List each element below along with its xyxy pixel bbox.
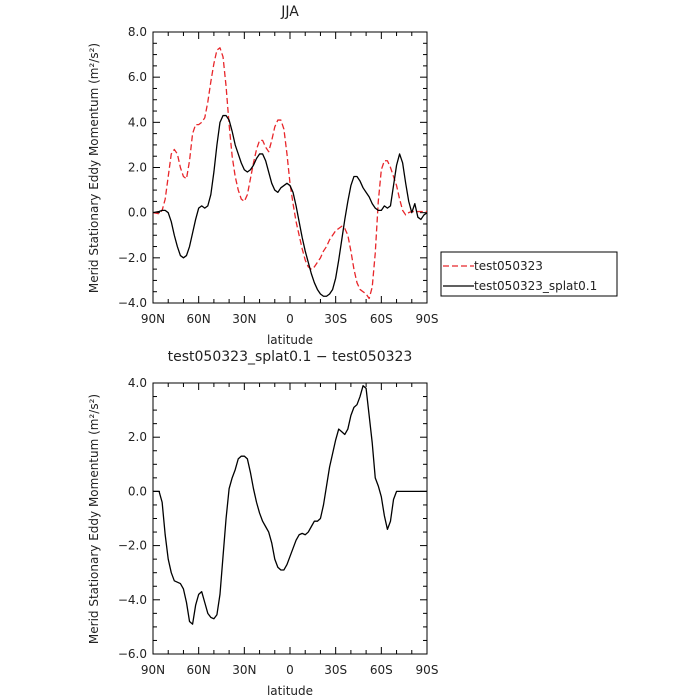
top-x-tick-label: 30N — [232, 312, 256, 326]
top-y-tick-label: 0.0 — [128, 206, 147, 220]
top-y-tick-label: 4.0 — [128, 115, 147, 129]
top-x-tick-label: 60N — [187, 312, 211, 326]
bottom-x-tick-label: 0 — [286, 663, 294, 677]
top-series-line-0 — [152, 47, 427, 300]
bottom-y-tick-label: −4.0 — [118, 593, 147, 607]
bottom-series-line-0 — [153, 385, 427, 625]
top-y-tick-label: −2.0 — [118, 251, 147, 265]
bottom-x-tick-label: 30S — [324, 663, 347, 677]
bottom-y-axis-label: Merid Stationary Eddy Momentum (m²/s²) — [87, 394, 101, 644]
top-y-tick-label: 6.0 — [128, 70, 147, 84]
bottom-y-tick-label: 4.0 — [128, 376, 147, 390]
bottom-y-tick-label: 2.0 — [128, 430, 147, 444]
top-x-tick-label: 90S — [416, 312, 439, 326]
bottom-x-tick-label: 90N — [141, 663, 165, 677]
bottom-x-tick-label: 60N — [187, 663, 211, 677]
legend-label-test050323-splat: test050323_splat0.1 — [474, 279, 597, 293]
bottom-y-tick-label: −6.0 — [118, 647, 147, 661]
bottom-x-tick-label: 90S — [416, 663, 439, 677]
bottom-x-tick-label: 60S — [370, 663, 393, 677]
bottom-chart: test050323_splat0.1 − test050323 90N 60N 3… — [87, 349, 438, 698]
top-y-axis-label: Merid Stationary Eddy Momentum (m²/s²) — [87, 43, 101, 293]
top-x-axis-label: latitude — [267, 333, 313, 347]
bottom-plot-area: 90N 60N 30N 0 30S 60S 90S −6.0 −4.0 −2.0 0.0 2.0 4.0 — [118, 376, 439, 677]
top-series-line-1 — [152, 114, 428, 297]
bottom-x-tick-label: 30N — [232, 663, 256, 677]
bottom-x-axis-label: latitude — [267, 684, 313, 698]
top-plot-area: 90N 60N 30N 0 30S 60S 90S −4.0 −2.0 0.0 2.0 4.0 6.0 8… — [118, 25, 439, 326]
top-x-tick-label: 30S — [324, 312, 347, 326]
top-plot-frame — [152, 31, 428, 304]
top-x-tick-label: 90N — [141, 312, 165, 326]
bottom-y-tick-label: 0.0 — [128, 484, 147, 498]
top-y-tick-label: 2.0 — [128, 161, 147, 175]
top-chart: JJA 90N 60N 30N 0 30S 60S 90S −4.0 −2.0 0.0 2.0 4.0… — [87, 4, 618, 347]
top-x-tick-label: 60S — [370, 312, 393, 326]
top-y-tick-label: 8.0 — [128, 25, 147, 39]
bottom-chart-title: test050323_splat0.1 − test050323 — [168, 349, 413, 365]
legend: test050323 test050323_splat0.1 — [440, 251, 618, 297]
legend-label-test050323: test050323 — [474, 259, 543, 273]
top-y-tick-label: −4.0 — [118, 296, 147, 310]
bottom-y-tick-label: −2.0 — [118, 539, 147, 553]
top-chart-title: JJA — [280, 4, 299, 20]
legend-box — [440, 251, 618, 297]
top-x-tick-label: 0 — [286, 312, 294, 326]
